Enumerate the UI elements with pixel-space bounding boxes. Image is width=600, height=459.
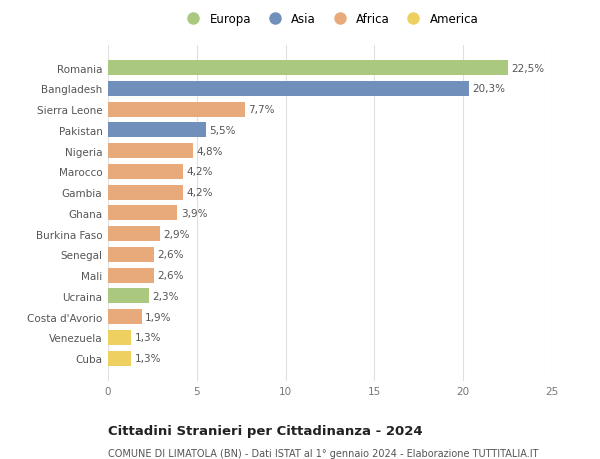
Text: 5,5%: 5,5% — [209, 126, 236, 136]
Bar — [108, 102, 245, 118]
Text: 22,5%: 22,5% — [511, 64, 544, 73]
Bar — [108, 330, 131, 345]
Text: Cittadini Stranieri per Cittadinanza - 2024: Cittadini Stranieri per Cittadinanza - 2… — [108, 425, 422, 437]
Text: 2,6%: 2,6% — [158, 250, 184, 260]
Text: 4,2%: 4,2% — [186, 188, 212, 198]
Bar — [108, 165, 182, 179]
Bar — [108, 247, 154, 262]
Bar — [108, 268, 154, 283]
Bar — [108, 351, 131, 366]
Bar — [108, 61, 508, 76]
Text: 2,9%: 2,9% — [163, 229, 190, 239]
Bar — [108, 206, 177, 221]
Bar — [108, 123, 206, 138]
Text: 7,7%: 7,7% — [248, 105, 275, 115]
Text: 2,3%: 2,3% — [152, 291, 179, 301]
Bar — [108, 289, 149, 304]
Text: 1,3%: 1,3% — [134, 333, 161, 342]
Text: 1,9%: 1,9% — [145, 312, 172, 322]
Text: 4,8%: 4,8% — [197, 146, 223, 157]
Text: 2,6%: 2,6% — [158, 270, 184, 280]
Bar — [108, 185, 182, 200]
Bar — [108, 309, 142, 325]
Text: 1,3%: 1,3% — [134, 353, 161, 363]
Bar — [108, 144, 193, 159]
Text: COMUNE DI LIMATOLA (BN) - Dati ISTAT al 1° gennaio 2024 - Elaborazione TUTTITALI: COMUNE DI LIMATOLA (BN) - Dati ISTAT al … — [108, 448, 539, 458]
Text: 3,9%: 3,9% — [181, 208, 208, 218]
Bar — [108, 82, 469, 97]
Text: 20,3%: 20,3% — [472, 84, 505, 94]
Bar — [108, 227, 160, 241]
Text: 4,2%: 4,2% — [186, 167, 212, 177]
Legend: Europa, Asia, Africa, America: Europa, Asia, Africa, America — [176, 8, 484, 31]
